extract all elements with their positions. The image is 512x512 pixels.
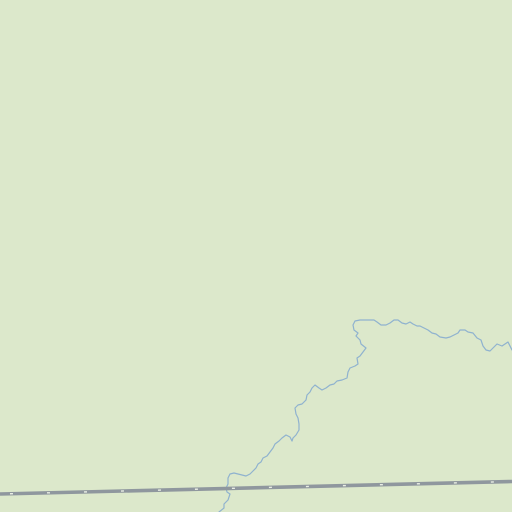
- stream-waterway: [218, 319, 512, 512]
- railway-line: [0, 479, 512, 496]
- railway-dash: [0, 480, 512, 495]
